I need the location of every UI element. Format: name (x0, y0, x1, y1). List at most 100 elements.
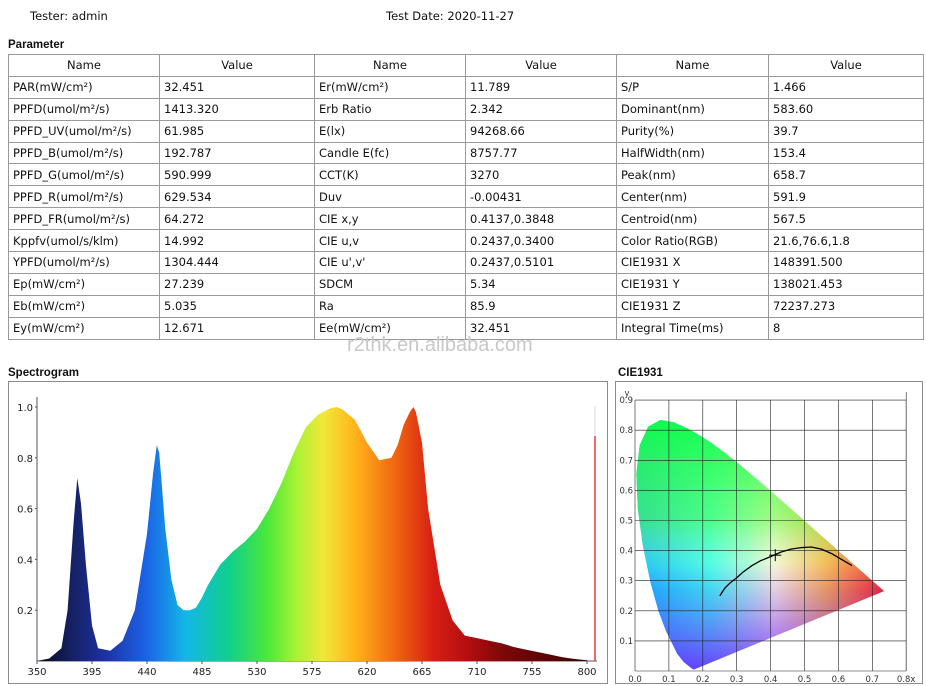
column-header: Name (314, 54, 466, 77)
param-name-cell: Kppfv(umol/s/klm) (8, 229, 160, 253)
x-tick-label: 0.5 (798, 675, 812, 685)
param-value-cell: 32.451 (159, 75, 315, 99)
y-tick-label: 0.8 (619, 426, 633, 436)
param-value-cell: 1304.444 (159, 251, 315, 274)
table-row: PPFD_G(umol/m²/s) 590.999 CCT(K) 3270 Peak(n… (8, 163, 924, 187)
cie-title: CIE1931 (618, 367, 663, 379)
param-value-cell: 85.9 (465, 294, 617, 318)
param-value-cell: 0.2437,0.5101 (465, 251, 617, 274)
y-tick-label: 0.7 (619, 456, 633, 466)
x-tick-label: 755 (522, 667, 541, 678)
parameter-table: Name Value Name Value Name Value PAR(mW/cm²) 3… (8, 54, 924, 340)
x-tick-label: 0.2 (696, 675, 710, 685)
y-tick-label: 0.6 (17, 505, 33, 516)
gamut-color-bottom (636, 420, 885, 670)
param-value-cell: 148391.500 (768, 251, 924, 274)
param-name-cell: Ra (314, 294, 466, 318)
y-tick-label: 0.3 (619, 577, 633, 587)
table-row: Ey(mW/cm²) 12.671 Ee(mW/cm²) 32.451 Integral… (8, 316, 924, 340)
param-name-cell: Candle E(fc) (314, 141, 466, 165)
x-tick-label: 485 (192, 667, 211, 678)
param-name-cell: Ey(mW/cm²) (8, 316, 160, 340)
table-row: Eb(mW/cm²) 5.035 Ra 85.9 CIE1931 Z 72237.273 (8, 294, 924, 318)
x-tick-label: 530 (247, 667, 266, 678)
cie-frame (615, 381, 923, 684)
param-value-cell: 72237.273 (768, 294, 924, 318)
x-tick-label: 350 (27, 667, 46, 678)
param-value-cell: 629.534 (159, 185, 315, 209)
param-value-cell: 12.671 (159, 316, 315, 340)
param-name-cell: YPFD(umol/m²/s) (8, 251, 160, 274)
param-name-cell: Color Ratio(RGB) (616, 229, 769, 253)
gamut-fill-group (636, 420, 885, 670)
x-tick-label: 575 (302, 667, 321, 678)
param-name-cell: CIE1931 Y (616, 272, 769, 296)
param-name-cell: PPFD_B(umol/m²/s) (8, 141, 160, 165)
param-name-cell: HalfWidth(nm) (616, 141, 769, 165)
column-header: Value (159, 54, 315, 77)
table-row: PPFD_UV(umol/m²/s) 61.985 E(lx) 94268.66 Pur… (8, 119, 924, 143)
param-name-cell: CIE1931 X (616, 251, 769, 274)
y-tick-label: 1.0 (17, 403, 33, 414)
y-tick-label: 0.9 (619, 396, 633, 406)
param-name-cell: CIE u',v' (314, 251, 466, 274)
param-name-cell: CIE1931 Z (616, 294, 769, 318)
y-tick-label: 0.2 (619, 607, 633, 617)
y-tick-label: 0.4 (17, 555, 33, 566)
parameter-title: Parameter (8, 39, 65, 51)
y-tick-label: 0.5 (619, 517, 633, 527)
column-header: Value (768, 54, 924, 77)
param-value-cell: 138021.453 (768, 272, 924, 296)
y-tick-label: 0.4 (619, 547, 633, 557)
x-tick-label: 620 (357, 667, 376, 678)
x-tick-label: 710 (467, 667, 486, 678)
y-tick-label: 0.2 (17, 606, 33, 617)
x-tick-label: 0.4 (764, 675, 778, 685)
y-tick-label: 0.1 (619, 637, 633, 647)
x-tick-label: 0.1 (662, 675, 676, 685)
spectrogram-frame (8, 381, 608, 684)
tester-label: Tester: admin (30, 9, 108, 23)
spectrum-area (37, 407, 587, 661)
x-tick-label: 0.0 (628, 675, 642, 685)
table-row: PPFD(umol/m²/s) 1413.320 Erb Ratio 2.342 Dom… (8, 97, 924, 121)
param-name-cell: Dominant(nm) (616, 97, 769, 121)
param-value-cell: 0.2437,0.3400 (465, 229, 617, 253)
param-name-cell: CCT(K) (314, 163, 466, 187)
param-value-cell: 583.60 (768, 97, 924, 121)
param-name-cell: Integral Time(ms) (616, 316, 769, 340)
column-header: Value (465, 54, 617, 77)
param-value-cell: 32.451 (465, 316, 617, 340)
x-tick-label: 440 (137, 667, 156, 678)
param-name-cell: Ep(mW/cm²) (8, 272, 160, 296)
test-date-label: Test Date: 2020-11-27 (386, 9, 515, 23)
param-name-cell: PAR(mW/cm²) (8, 75, 160, 99)
x-tick-label: 800 (577, 667, 596, 678)
table-row: PPFD_B(umol/m²/s) 192.787 Candle E(fc) 8757… (8, 141, 924, 165)
y-tick-label: 0.8 (17, 454, 33, 465)
x-tick-label: 0.8x (897, 675, 916, 685)
x-tick-label: 0.7 (866, 675, 880, 685)
watermark-text: r2thk.en.alibaba.com (347, 334, 533, 356)
param-value-cell: 27.239 (159, 272, 315, 296)
param-value-cell: 2.342 (465, 97, 617, 121)
y-tick-label: 0.6 (619, 486, 633, 496)
param-name-cell: PPFD_FR(umol/m²/s) (8, 207, 160, 231)
param-value-cell: 1.466 (768, 75, 924, 99)
x-tick-label: 395 (82, 667, 101, 678)
param-name-cell: Ee(mW/cm²) (314, 316, 466, 340)
spectrogram-title: Spectrogram (8, 367, 79, 379)
param-value-cell: 94268.66 (465, 119, 617, 143)
param-value-cell: 8 (768, 316, 924, 340)
x-tick-label: 0.3 (730, 675, 744, 685)
param-name-cell: SDCM (314, 272, 466, 296)
table-row: PPFD_R(umol/m²/s) 629.534 Duv -0.00431 Cente… (8, 185, 924, 209)
x-tick-label: 665 (412, 667, 431, 678)
x-tick-label: 0.6 (832, 675, 846, 685)
param-name-cell: Eb(mW/cm²) (8, 294, 160, 318)
table-row: Ep(mW/cm²) 27.239 SDCM 5.34 CIE1931 Y 138021.… (8, 272, 924, 296)
y-axis-label: y (624, 389, 629, 399)
table-row: PAR(mW/cm²) 32.451 Er(mW/cm²) 11.789 S/P 1.46… (8, 75, 924, 99)
